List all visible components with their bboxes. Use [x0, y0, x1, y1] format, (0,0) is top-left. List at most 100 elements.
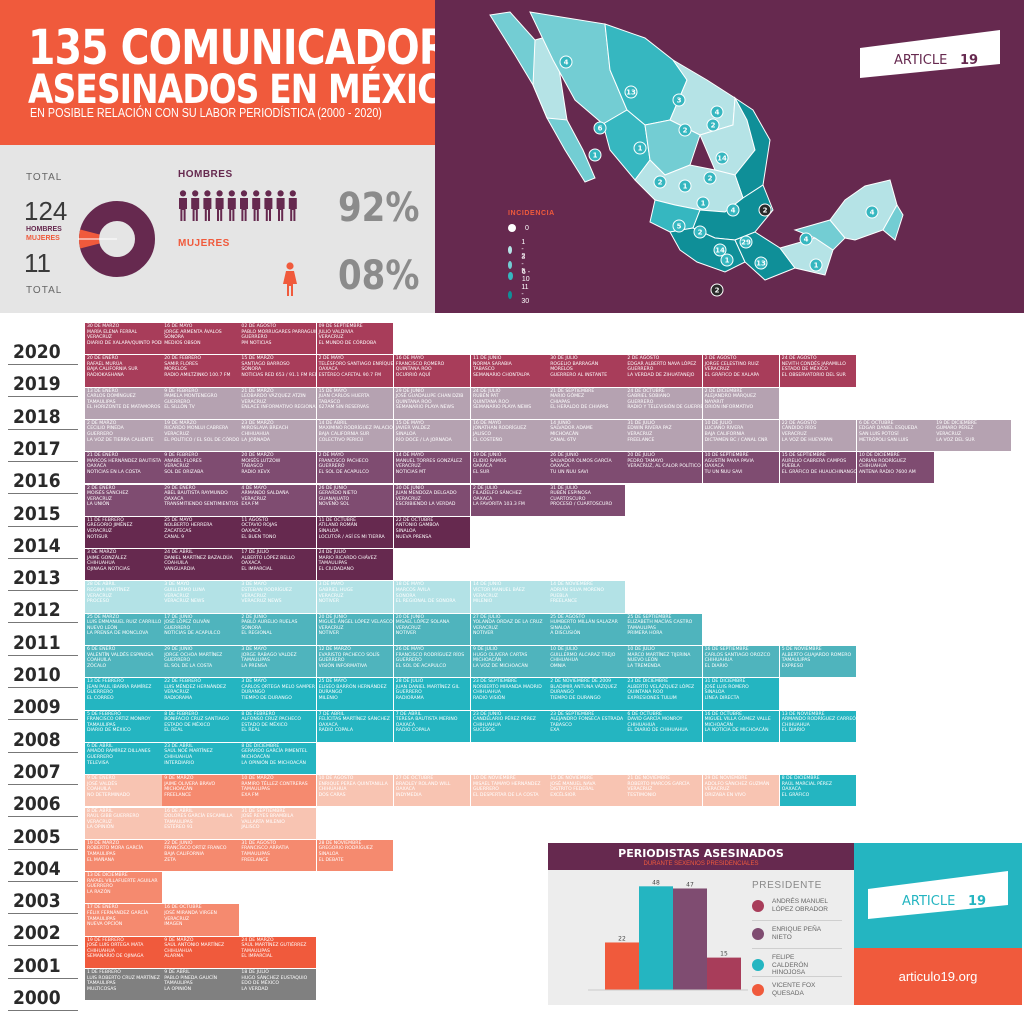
- year-rule: [8, 945, 78, 947]
- victim-card: 19 DE FEBRERO JOSÉ LUIS ORTEGA MATA CHIHUA…: [85, 936, 162, 968]
- victim-card: 17 DE JULIO ALBERTO LÓPEZ BELLO OAXACA EL I…: [239, 549, 317, 581]
- year-rule: [8, 848, 78, 850]
- victim-card-line: 10 DE JULIO: [627, 647, 655, 652]
- victim-card-line: EL BUEN TONO: [241, 534, 277, 540]
- victim-card: 28 DE JULIO JUAN DANIEL MARTÍNEZ GIL GUERR…: [393, 678, 471, 710]
- victim-card: 9 DE ENERO JOSÉ VALDÉS COAHUILA NO DETERMIN…: [85, 775, 162, 807]
- victim-card-line: MAXIMINO RODRÍGUEZ PALACIOS: [318, 426, 394, 432]
- victim-card-line: CHIHUAHUA: [550, 658, 579, 664]
- victim-card-line: EL CIUDADANO: [318, 566, 354, 572]
- victim-card-line: OCURRIÓ AQUÍ: [395, 373, 431, 379]
- victim-card-line: RADIORAMA: [395, 696, 424, 702]
- victim-card: 20 DE ENERO RAFAEL MURÚA BAJA CALIFORNIA S…: [85, 355, 162, 387]
- victim-card-line: EL DIARIO: [704, 663, 728, 669]
- victim-card-line: 9 DE JULIO: [473, 647, 498, 652]
- victim-card-line: MICHOACÁN: [473, 658, 502, 664]
- victim-card-line: RICARDO MONLUI CABRERA: [164, 426, 229, 432]
- victim-card-line: LA VERDAD DE ZIHUATANEJO: [627, 373, 695, 379]
- victim-card-line: VERACRUZ: [627, 432, 653, 438]
- victim-card-line: JOSÉ GUADALUPE CHAN DZIB: [395, 394, 464, 400]
- victim-card-line: 02 DE AGOSTO: [241, 324, 277, 329]
- victim-card-line: LA OPINIÓN: [87, 825, 114, 831]
- map-count-badge: [703, 171, 717, 185]
- bar-value-label: 47: [686, 881, 694, 888]
- victim-card-line: LÍNEA DIRECTA: [704, 696, 740, 702]
- man-icon: [252, 190, 261, 221]
- victim-card-line: ENLACE INFORMATIVO REGIONAL: [241, 405, 317, 411]
- victim-card-line: VERACRUZ: [87, 335, 112, 341]
- victim-card-line: VALLARTA MILENIO: [241, 819, 285, 825]
- victim-card: 16 DE MAYO JORGE ARMENTA ÁVALOS SONORA MEDI…: [162, 323, 239, 355]
- map-count-label: 1: [638, 145, 643, 153]
- logo-top-word: ARTICLE: [894, 53, 947, 68]
- victim-card-line: 25 DE MAYO: [164, 517, 193, 523]
- legend-label: 11 - 30: [521, 284, 530, 305]
- victim-card: 16 DE OCTUBRE JOSÉ MIRANDA VIRGEN VERACRUZ…: [162, 904, 239, 936]
- bar-value-label: 22: [618, 935, 626, 942]
- legend-label: 0: [525, 224, 529, 232]
- victim-card-line: 25 DE SEPTIEMBRE: [627, 614, 672, 620]
- website-link[interactable]: articulo19.org: [854, 948, 1022, 1005]
- year-label-2013: 2013: [13, 567, 61, 590]
- victim-card-line: EL MAÑANA: [87, 857, 115, 863]
- victim-card-line: 16 DE MAYO: [395, 356, 424, 362]
- victim-card-line: VERACRUZ: [318, 625, 344, 631]
- victim-card-line: 2 DE DICIEMBRE: [704, 388, 743, 394]
- victim-card-line: QUINTANA ROO: [395, 399, 432, 405]
- victim-card: 31 DE DICIEMBRE JOSÉ LUIS ROMERO SINALOA LÍ…: [702, 678, 780, 710]
- victim-card: 18 DE MAYO MARCOS ÁVILA SONORA EL REGIONAL …: [393, 581, 471, 613]
- victim-card-line: ZACATECAS: [164, 528, 192, 534]
- victim-card-line: GABRIEL SOBIANO: [627, 394, 670, 400]
- victim-card-line: VERACRUZ: [164, 464, 190, 470]
- man-icon: [288, 190, 297, 221]
- map-count-badge: [715, 151, 729, 165]
- victim-card-line: 16 DE ABRIL: [164, 808, 193, 814]
- victim-card-line: 2 DE JUNIO: [241, 614, 267, 620]
- legend-title: INCIDENCIA: [508, 210, 555, 217]
- man-icon: [203, 190, 212, 221]
- victim-card-line: RADIO COPALA: [318, 728, 353, 734]
- year-rule: [8, 493, 78, 495]
- victim-card-line: 18 DE JULIO: [241, 970, 269, 975]
- victim-card-line: VERACRUZ: [318, 335, 344, 341]
- victim-card: 23 DE SEPTIEMBRE NORBERTO MIRANDA MADRID C…: [471, 678, 548, 710]
- victim-card-line: VERACRUZ: [164, 593, 190, 599]
- victim-card-line: DOS CARAS: [318, 792, 346, 798]
- victim-card-line: MILENIO: [318, 696, 338, 702]
- victim-card-line: 26 DE MAYO: [395, 647, 424, 652]
- victim-card: 24 DE AGOSTO NEVITH CONDÉS JARAMILLO ESTAD…: [779, 355, 857, 387]
- victim-card-line: 16 DE MAYO: [473, 420, 502, 426]
- legend-label: 6 - 10: [521, 269, 531, 283]
- year-label-2004: 2004: [13, 857, 61, 880]
- victim-card-line: EL REGIONAL: [241, 631, 273, 637]
- victim-card-line: 22 DE AGOSTO: [781, 420, 817, 426]
- victim-card-line: RAFAEL VILLAFUERTE AGUILAR: [87, 878, 158, 884]
- victim-card-line: TAMAULIPAS: [87, 399, 116, 405]
- map-count-badge: [588, 148, 602, 162]
- victim-card-line: TELEVISA: [87, 760, 109, 766]
- year-rule: [8, 783, 78, 785]
- victim-card-line: VERACRUZ: [704, 787, 730, 793]
- victim-card-line: EL DIARIO DE CHIHUAHUA: [627, 728, 688, 734]
- victim-card: 2 DE AGOSTO JORGE CELESTINO RUIZ VERACRUZ E…: [702, 355, 780, 387]
- victim-card-line: MARCO MARTÍNEZ TIJERINA: [627, 652, 691, 658]
- victim-card-line: MILENIO: [473, 599, 493, 605]
- victim-card-line: VALENTÍN VALDÉS ESPINOSA: [87, 652, 154, 658]
- victim-card-line: TAMAULIPAS: [241, 787, 270, 793]
- victim-card-line: TIEMPO DE DURANGO: [241, 696, 292, 702]
- victim-card-line: 21 DE ENERO: [87, 453, 119, 459]
- victim-card-line: RADIO VISIÓN: [473, 696, 505, 702]
- year-rule: [8, 590, 78, 592]
- victim-card-line: FRANCISCO PACHECO: [318, 458, 369, 464]
- victim-card-line: GUERRERO: [164, 399, 191, 405]
- victim-card-line: 10 DE MARZO: [241, 776, 274, 782]
- victim-card-line: OAXACA: [318, 367, 338, 373]
- victim-card: 16 DE SEPTIEMBRE CARLOS SANTIAGO OROZCO CH…: [702, 646, 780, 678]
- victim-card: 16 DE MAYO FRANCISCO ROMERO QUINTANA ROO OC…: [393, 355, 471, 387]
- victim-card-line: DANIEL MARTÍNEZ BAZALDÚA: [164, 555, 233, 561]
- victim-card-line: 12 DE MARZO: [318, 647, 351, 652]
- year-rule: [8, 816, 78, 818]
- victim-card-line: LA VOZ DE MICHOACÁN: [473, 663, 528, 669]
- victim-card: 30 DE JUNIO JUAN MENDOZA DELGADO VERACRUZ E…: [393, 484, 471, 516]
- logo-top-number: 19: [960, 53, 978, 68]
